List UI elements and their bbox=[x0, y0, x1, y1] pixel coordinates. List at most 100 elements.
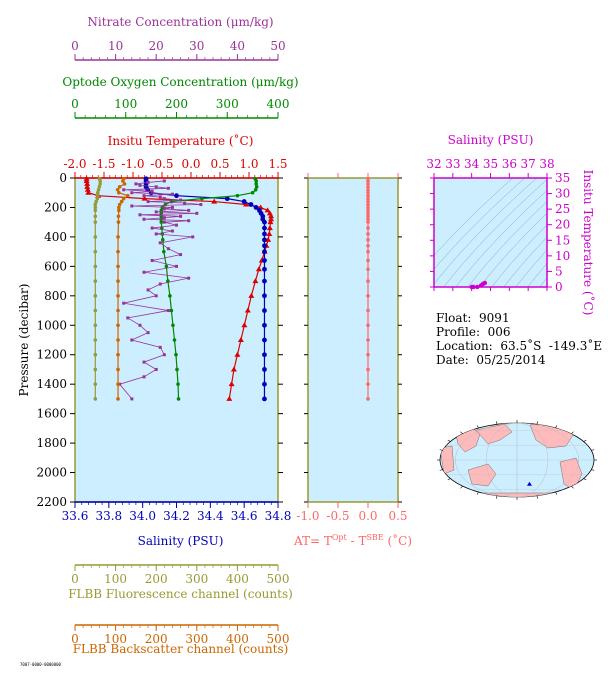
nitrate-point bbox=[154, 210, 158, 214]
map-rim-tick bbox=[536, 495, 538, 499]
salinity-point bbox=[262, 322, 267, 328]
nitrate-point bbox=[142, 217, 146, 221]
ts-y-tick-label: 10 bbox=[555, 249, 570, 263]
oxygen-axis-title: Optode Oxygen Concentration (μm/kg) bbox=[62, 75, 298, 89]
backscatter-point bbox=[121, 196, 126, 201]
delta-point bbox=[366, 352, 370, 357]
nitrate-point bbox=[175, 223, 178, 227]
fluorescence-point bbox=[93, 367, 98, 372]
nitrate-point bbox=[162, 216, 166, 220]
nitrate-point bbox=[130, 191, 134, 195]
map-rim-tick bbox=[583, 478, 587, 481]
oxygen-point bbox=[176, 382, 180, 386]
nitrate-point bbox=[122, 188, 126, 192]
nitrate-point bbox=[179, 253, 183, 257]
temperature-point bbox=[255, 266, 262, 272]
map-rim-tick bbox=[591, 469, 595, 471]
fluorescence-point bbox=[93, 235, 98, 239]
map-rim-tick bbox=[536, 421, 538, 425]
footer-tag: 7007-0000-0000000 bbox=[20, 662, 62, 667]
y-tick-label: 400 bbox=[44, 230, 67, 244]
ts-contour bbox=[479, 212, 547, 287]
salinity-point bbox=[262, 249, 267, 255]
fluorescence-tick-label: 400 bbox=[226, 572, 249, 586]
temperature-point bbox=[234, 351, 241, 357]
temperature-point bbox=[264, 207, 271, 213]
temperature-tick-label: 1.5 bbox=[268, 157, 287, 171]
delta-temperature-panel: -1.0 -0.5 0.0 0.5 AT= TOpt - TSBE (˚C) bbox=[293, 173, 412, 548]
backscatter-point bbox=[119, 199, 124, 204]
delta-point bbox=[366, 187, 370, 192]
backscatter-point bbox=[116, 279, 120, 283]
salinity-point bbox=[262, 266, 267, 272]
backscatter-point bbox=[121, 179, 125, 183]
y-tick-label: 600 bbox=[44, 259, 67, 273]
ts-x-tick-label: 37 bbox=[521, 157, 536, 171]
ts-y-tick-label: 35 bbox=[555, 171, 570, 185]
oxygen-point bbox=[254, 179, 258, 183]
info-float: Float: 9091 bbox=[436, 311, 510, 325]
nitrate-tick-label: 20 bbox=[149, 39, 164, 53]
delta-point bbox=[366, 323, 370, 328]
nitrate-tick-label: 30 bbox=[189, 39, 204, 53]
map-rim-tick bbox=[571, 431, 574, 435]
main-profile-panel: 0200400600800100012001400160018002000220… bbox=[17, 15, 299, 656]
fluorescence-point bbox=[98, 182, 102, 186]
y-tick-label: 200 bbox=[44, 200, 67, 214]
y-axis-label: Pressure (decibar) bbox=[17, 284, 31, 397]
nitrate-point bbox=[146, 180, 150, 184]
delta-point bbox=[366, 367, 370, 372]
ts-contour bbox=[434, 178, 538, 285]
nitrate-point bbox=[175, 264, 178, 268]
oxygen-point bbox=[253, 187, 258, 192]
delta-point bbox=[366, 397, 370, 401]
backscatter-tick-label: 300 bbox=[185, 632, 208, 646]
nitrate-point bbox=[130, 397, 134, 401]
temperature-point bbox=[248, 292, 255, 298]
nitrate-point bbox=[191, 235, 195, 239]
nitrate-axis-title: Nitrate Concentration (μm/kg) bbox=[87, 15, 273, 29]
backscatter-point bbox=[115, 187, 120, 192]
ts-x-tick-label: 35 bbox=[483, 157, 498, 171]
salinity-point bbox=[262, 337, 267, 343]
backscatter-point bbox=[122, 182, 127, 186]
oxygen-point bbox=[200, 196, 204, 201]
nitrate-point bbox=[154, 232, 158, 236]
fluorescence-tick-label: 300 bbox=[185, 572, 208, 586]
delta-point bbox=[366, 214, 370, 219]
nitrate-point bbox=[150, 189, 154, 193]
temperature-point bbox=[84, 186, 91, 192]
ts-contour bbox=[434, 178, 514, 256]
temperature-tick-label: 1.0 bbox=[239, 157, 258, 171]
salinity-point bbox=[262, 367, 267, 372]
backscatter-point bbox=[116, 382, 120, 386]
oxygen-tick-label: 0 bbox=[71, 97, 79, 111]
map-asia-east bbox=[475, 423, 513, 445]
nitrate-point bbox=[146, 288, 150, 292]
nitrate-point bbox=[150, 258, 154, 262]
delta-point bbox=[366, 338, 370, 342]
nitrate-point bbox=[134, 182, 138, 186]
oxygen-point bbox=[164, 264, 169, 269]
temperature-axis-title: Insitu Temperature (˚C) bbox=[108, 133, 254, 148]
y-tick-label: 2000 bbox=[36, 466, 67, 480]
main-plot-area bbox=[74, 177, 279, 503]
map-rim-tick bbox=[460, 431, 463, 435]
map-rim-tick bbox=[555, 491, 558, 495]
temperature-point bbox=[237, 337, 244, 342]
salinity-point bbox=[248, 202, 254, 207]
temperature-point bbox=[266, 230, 273, 236]
temperature-tick-label: 0.0 bbox=[181, 157, 200, 171]
ts-y-tick-label: 0 bbox=[555, 280, 563, 294]
temperature-point bbox=[211, 198, 218, 204]
y-tick-label: 1600 bbox=[36, 407, 67, 421]
fluorescence-point bbox=[98, 179, 102, 183]
delta-point bbox=[366, 205, 370, 210]
oxygen-point bbox=[169, 308, 174, 313]
map-rim-tick bbox=[496, 495, 498, 499]
salinity-point bbox=[241, 199, 247, 204]
salinity-point bbox=[262, 237, 267, 243]
nitrate-point bbox=[187, 276, 191, 280]
nitrate-point bbox=[146, 331, 150, 335]
nitrate-point bbox=[138, 183, 142, 187]
